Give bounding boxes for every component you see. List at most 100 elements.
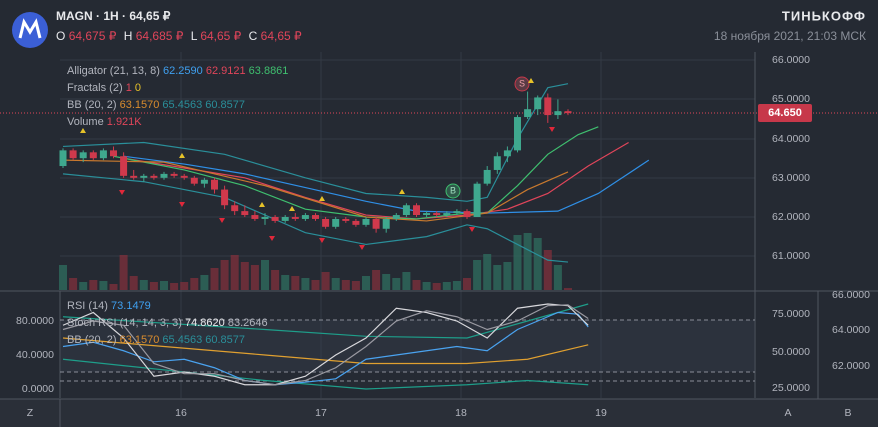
candle-body: [392, 215, 400, 219]
volume-bar: [109, 284, 118, 290]
candle-body: [413, 205, 420, 216]
volume-bar: [442, 282, 451, 290]
volume-bar: [362, 276, 370, 290]
candle-body: [423, 213, 431, 216]
candle-body: [382, 218, 390, 229]
indicator-value: 83.2646: [228, 317, 268, 329]
indicator-value: 74.8620: [185, 317, 225, 329]
grid: [60, 52, 755, 398]
volume-bar: [139, 280, 148, 290]
indicator-value: 63.8861: [249, 65, 289, 77]
volume-bar: [432, 283, 441, 290]
axis-mode[interactable]: B: [844, 407, 851, 419]
volume-bar: [493, 265, 502, 290]
candle-body: [554, 111, 562, 116]
volume-bar: [129, 276, 138, 290]
legend-row: Alligator (21, 13, 8) 62.2590 62.9121 63…: [67, 65, 288, 77]
logo-mark: [18, 18, 42, 39]
candle-body: [433, 213, 441, 216]
legend-row: BB (20, 2) 63.1570 65.4563 60.8577: [67, 99, 245, 111]
candle-body: [301, 215, 309, 219]
candle-body: [231, 205, 239, 212]
datetime: 18 ноября 2021, 21:03 МСК: [714, 29, 866, 43]
indicator-name: BB (20, 2): [67, 334, 117, 346]
volume-bar: [341, 280, 350, 290]
volume-bar: [291, 276, 300, 290]
indicator-value: 63.1570: [120, 334, 160, 346]
volume-bar: [392, 278, 401, 290]
ohlc-key: H: [124, 29, 133, 43]
candle-body: [564, 111, 572, 114]
candle-body: [69, 150, 77, 159]
volume-bar: [69, 278, 78, 290]
candle-body: [443, 213, 451, 216]
volume-bar: [99, 281, 108, 290]
indicator-line: [62, 173, 569, 263]
volume-bar: [210, 268, 219, 290]
volume-bar: [89, 280, 98, 290]
indicator-name: RSI (14): [67, 300, 108, 312]
candle-body: [362, 218, 370, 225]
osc-tick: 0.0000: [22, 383, 54, 395]
brand: ТИНЬКОФФ: [782, 8, 866, 23]
osc-tick: 80.0000: [16, 315, 54, 327]
candle-body: [261, 217, 269, 219]
candle-body: [221, 189, 229, 206]
candle-body: [79, 152, 87, 159]
indicator-value: 60.8577: [205, 334, 245, 346]
time-tick: 17: [315, 407, 327, 419]
candle-body: [312, 215, 319, 219]
candle-body: [514, 117, 521, 151]
volume-bar: [160, 281, 168, 290]
current-price-box: [758, 104, 812, 122]
fractal-down-markers: [119, 127, 555, 250]
candle-body: [342, 218, 350, 221]
candle-body: [140, 175, 148, 178]
volume-bar: [321, 272, 330, 290]
indicator-value: 65.4563: [162, 99, 202, 111]
candle-body: [59, 150, 67, 167]
indicator-value: 1: [126, 82, 132, 94]
osc-tick: 64.0000: [832, 324, 870, 336]
indicator-line: [123, 155, 650, 214]
signal-label: S: [519, 78, 525, 88]
volume-bar: [170, 283, 179, 290]
candle-body: [281, 217, 289, 221]
time-tick: 16: [175, 407, 187, 419]
indicator-name: Fractals (2): [67, 82, 123, 94]
volume-bar: [119, 255, 128, 290]
fractal-up-markers: [80, 78, 534, 211]
candle-body: [110, 150, 117, 157]
volume-bar: [230, 255, 239, 290]
volume-bar: [281, 275, 290, 290]
volume-bar: [149, 282, 158, 290]
volume-bar: [543, 250, 552, 290]
osc-tick: 75.0000: [772, 308, 810, 320]
volume-bar: [220, 260, 229, 290]
volume-bar: [200, 275, 209, 290]
ohlc-value: 64,675 ₽: [69, 29, 117, 43]
candle-body: [291, 217, 299, 219]
candle-body: [130, 175, 138, 178]
candle-body: [483, 169, 491, 184]
axis-mode[interactable]: A: [784, 407, 791, 419]
volume-bar: [372, 270, 381, 290]
price-tick: 63.0000: [772, 172, 810, 184]
candle-body: [211, 179, 218, 190]
volume-bar: [503, 262, 512, 290]
time-tick: 18: [455, 407, 467, 419]
volume-bar: [240, 262, 249, 290]
indicator-value: 73.1479: [111, 300, 151, 312]
candle-body: [89, 152, 97, 159]
volume-bar: [463, 278, 471, 290]
candle-body: [372, 218, 380, 229]
volume-bar: [180, 282, 189, 290]
volume-bar: [483, 254, 492, 290]
ticker: MAGN · 1H · 64,65 ₽: [56, 9, 171, 23]
indicator-line: [62, 83, 569, 202]
time-tick[interactable]: Z: [27, 407, 34, 419]
volume-bar: [473, 260, 482, 290]
indicator-name: Volume: [67, 116, 104, 128]
osc-tick: 62.0000: [832, 360, 870, 372]
